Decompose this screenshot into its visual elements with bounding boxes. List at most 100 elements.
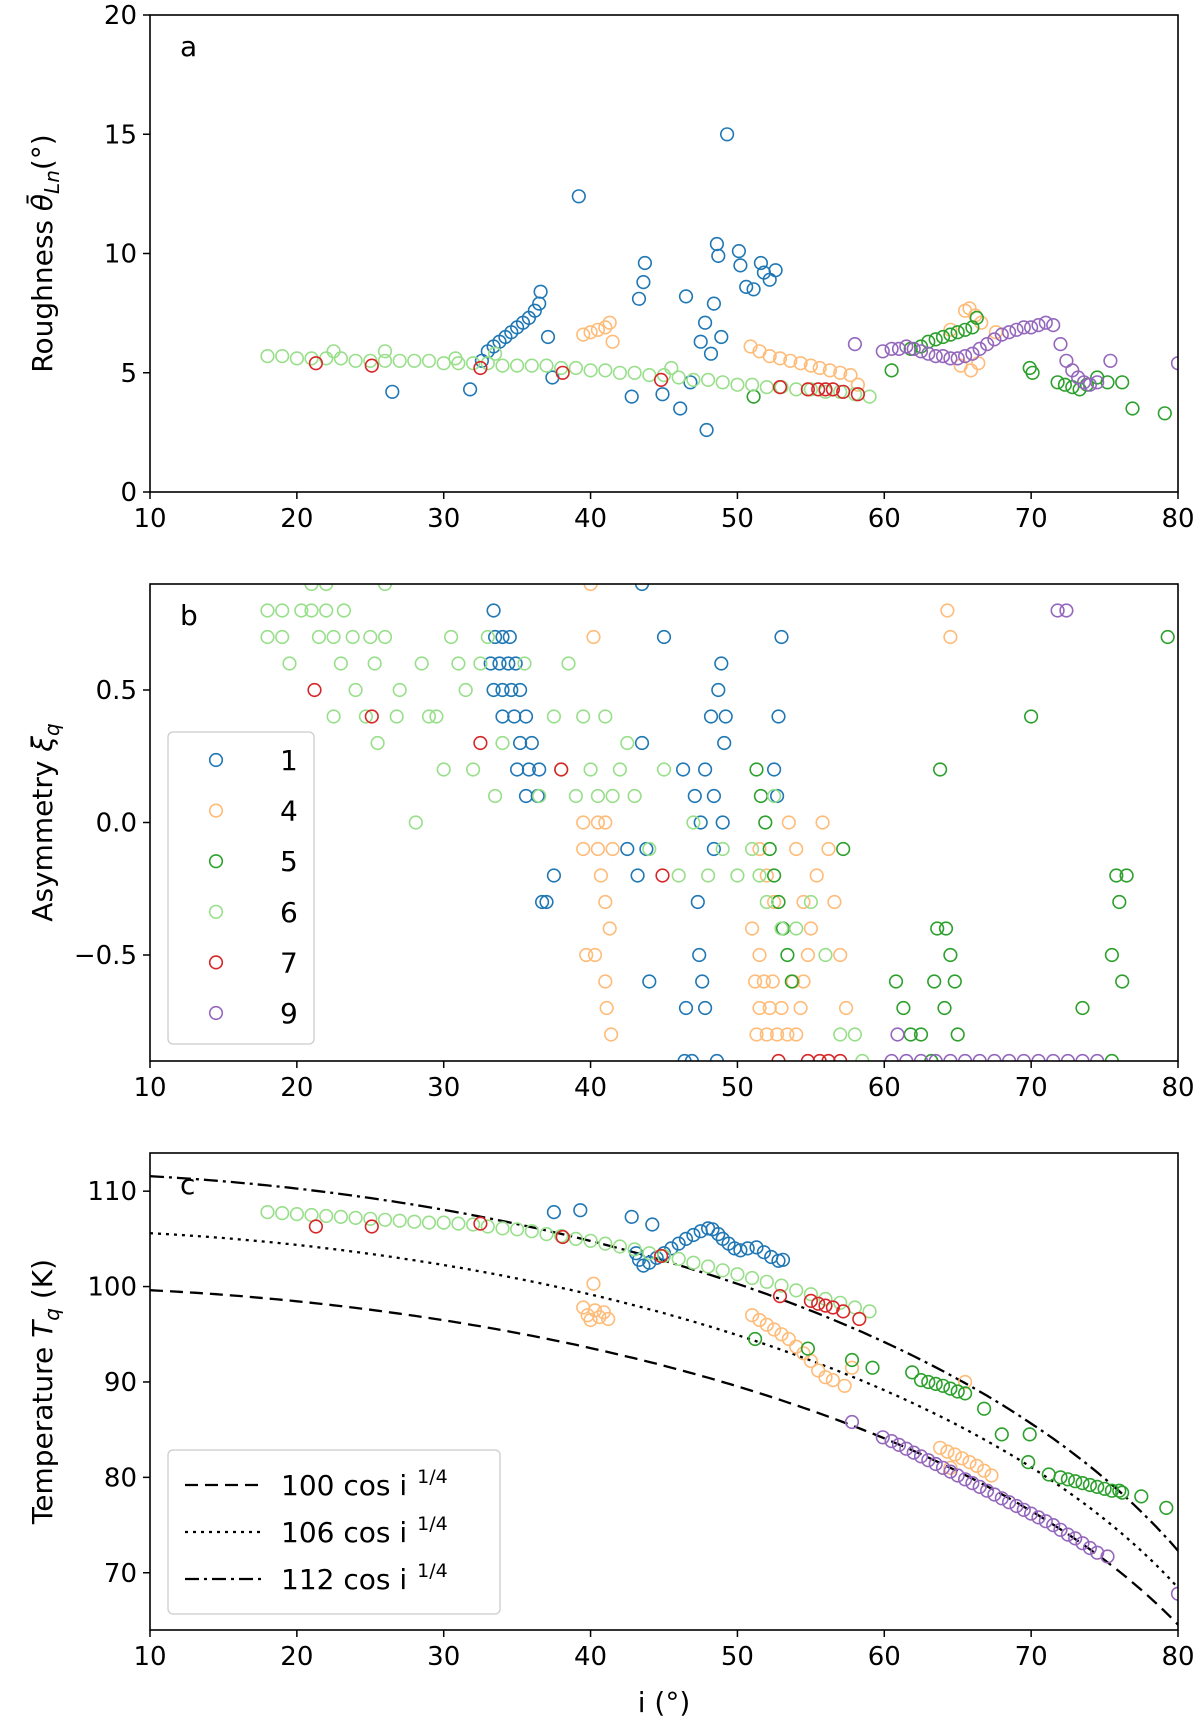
data-point	[1160, 629, 1175, 645]
data-point	[546, 709, 562, 724]
data-point	[800, 947, 816, 963]
legend: 100 cos i 1/4 106 cos i 1/4 112 cos i 1/4	[167, 1449, 501, 1615]
data-point	[739, 279, 754, 295]
panel-b: 10 20 30 40 50 60 70 80 −0.5 0.0 0.5 b Asymmetry ξq 1…	[26, 583, 1195, 1103]
plot-frame	[149, 1152, 1179, 1631]
data-point	[568, 360, 584, 376]
panel-a: 10 20 30 40 50 60 70 80 0 5 10 15 20 a Roughness θ̄Ln(…	[25, 1, 1195, 534]
data-point	[590, 815, 606, 830]
data-point	[943, 322, 958, 337]
data-point	[781, 1331, 796, 1347]
data-point	[862, 389, 877, 404]
data-point	[1075, 1000, 1090, 1016]
legend-frame	[167, 1449, 501, 1615]
x-tick-label: 10	[133, 1073, 166, 1103]
y-tick-label: 15	[104, 120, 137, 150]
data-point	[495, 358, 510, 373]
data-point	[693, 334, 708, 349]
data-point	[605, 788, 620, 804]
data-point	[1068, 1474, 1083, 1489]
data-point	[686, 1255, 701, 1270]
data-point	[969, 310, 984, 326]
data-point	[1053, 1470, 1068, 1485]
data-point	[818, 1298, 833, 1313]
data-point	[976, 1463, 992, 1478]
data-point	[495, 709, 510, 724]
data-point	[774, 1327, 789, 1342]
data-point	[686, 372, 701, 388]
data-point	[789, 1283, 804, 1298]
data-point	[1090, 375, 1105, 390]
data-point	[678, 1000, 694, 1016]
data-point	[994, 1427, 1009, 1442]
data-point	[803, 921, 819, 936]
data-point	[539, 894, 554, 910]
data-point	[957, 1472, 973, 1487]
data-point	[847, 1027, 863, 1042]
data-point	[979, 1483, 995, 1498]
data-point	[421, 1215, 437, 1230]
data-point	[753, 788, 769, 804]
data-point	[957, 349, 973, 364]
data-point	[495, 682, 510, 698]
data-point	[759, 1317, 774, 1332]
data-point	[987, 1487, 1002, 1502]
data-point	[678, 289, 694, 304]
data-point	[836, 841, 851, 857]
data-point	[927, 974, 942, 989]
data-point	[532, 788, 547, 804]
data-point	[850, 377, 866, 392]
data-point	[636, 275, 651, 290]
data-point	[715, 815, 730, 830]
data-point	[784, 974, 799, 989]
data-point	[583, 1312, 598, 1328]
data-point	[495, 629, 510, 645]
data-point	[759, 380, 774, 395]
data-point	[957, 1386, 973, 1401]
data-point	[875, 1430, 890, 1445]
data-point	[275, 629, 290, 645]
data-point	[906, 341, 921, 357]
data-point	[950, 325, 965, 340]
data-point	[943, 1460, 958, 1475]
data-point	[875, 344, 890, 359]
data-point	[486, 682, 501, 698]
data-point	[655, 868, 670, 883]
data-point	[693, 815, 708, 830]
data-point	[518, 788, 534, 804]
x-tick-label: 40	[574, 1642, 607, 1672]
data-point	[769, 788, 785, 804]
data-point	[789, 1339, 804, 1354]
data-point	[759, 1274, 774, 1289]
data-point	[783, 353, 798, 368]
data-point	[363, 1211, 378, 1226]
x-tick-label: 60	[868, 1073, 901, 1103]
data-point	[612, 762, 628, 777]
data-point	[590, 322, 606, 337]
data-point	[976, 1401, 992, 1416]
data-point	[593, 868, 609, 883]
data-point	[994, 327, 1009, 342]
data-point	[706, 296, 722, 311]
legend-marker	[208, 1005, 224, 1021]
model-curve-106	[150, 1232, 1178, 1589]
data-point	[762, 349, 777, 364]
data-point	[364, 1219, 379, 1234]
data-point	[627, 365, 642, 380]
data-point	[294, 603, 309, 618]
data-point	[943, 327, 958, 342]
data-point	[598, 1236, 613, 1251]
data-point	[752, 1312, 767, 1328]
data-point	[639, 841, 654, 857]
data-point	[947, 974, 962, 989]
legend-label: 6	[280, 896, 298, 929]
data-point	[599, 1000, 614, 1016]
data-point	[1001, 325, 1017, 340]
data-point	[1031, 318, 1046, 333]
data-point	[583, 762, 598, 777]
x-tick-label: 10	[133, 504, 166, 534]
data-point	[884, 341, 899, 357]
data-point	[488, 629, 503, 645]
data-point	[311, 629, 327, 645]
data-point	[943, 351, 958, 366]
